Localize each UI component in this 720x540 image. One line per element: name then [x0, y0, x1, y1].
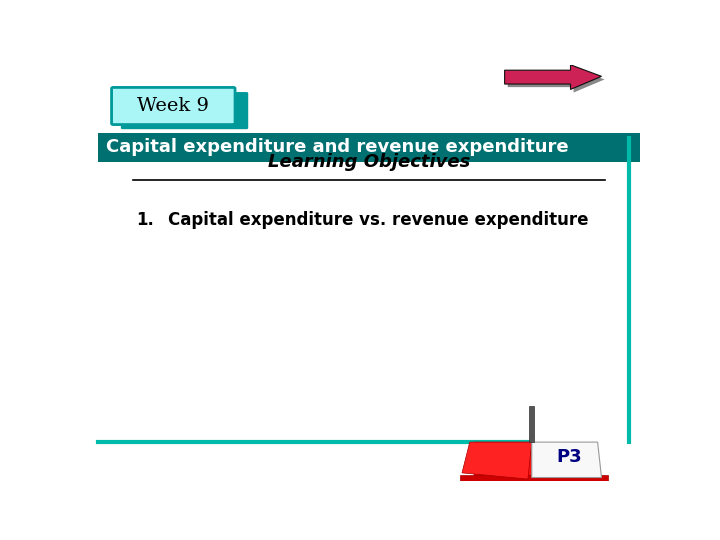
Text: Capital expenditure vs. revenue expenditure: Capital expenditure vs. revenue expendit… [168, 211, 588, 229]
Polygon shape [532, 442, 601, 477]
Polygon shape [461, 475, 608, 481]
Polygon shape [505, 65, 601, 90]
Text: Learning Objectives: Learning Objectives [268, 153, 470, 171]
Text: Capital expenditure and revenue expenditure: Capital expenditure and revenue expendit… [106, 138, 568, 156]
FancyBboxPatch shape [112, 87, 235, 125]
Bar [98, 132, 640, 162]
Polygon shape [462, 442, 532, 479]
Bar [529, 406, 534, 442]
Polygon shape [474, 442, 532, 477]
Text: 1.: 1. [137, 211, 154, 229]
Polygon shape [508, 68, 605, 92]
Text: P3: P3 [556, 449, 582, 467]
Text: Week 9: Week 9 [137, 97, 209, 114]
FancyBboxPatch shape [121, 92, 248, 129]
